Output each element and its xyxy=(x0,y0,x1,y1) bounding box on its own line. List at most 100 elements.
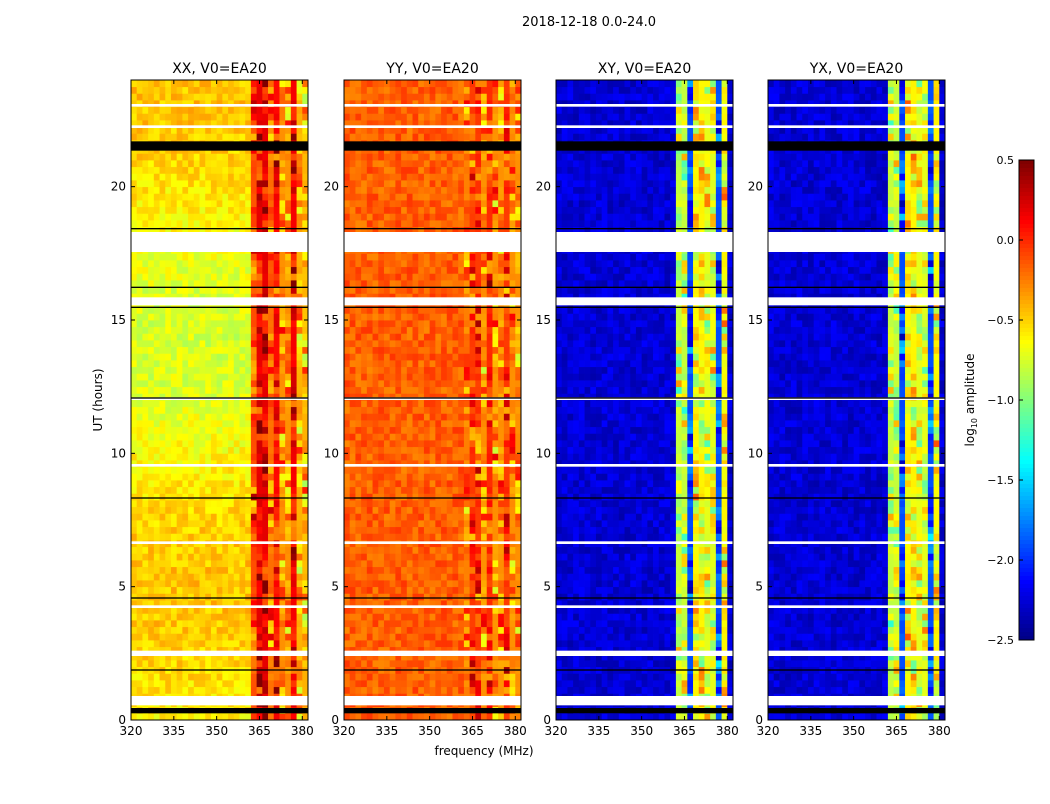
heatmap-cell xyxy=(234,473,240,480)
heatmap-cell xyxy=(234,560,240,567)
heatmap-cell xyxy=(458,440,464,447)
heatmap-cell xyxy=(470,500,476,507)
heatmap-cell xyxy=(510,560,516,567)
heatmap-cell xyxy=(205,173,211,180)
heatmap-cell xyxy=(504,553,510,560)
heatmap-cell xyxy=(390,333,396,340)
heatmap-cell xyxy=(481,573,487,580)
heatmap-cell xyxy=(205,280,211,287)
heatmap-cell xyxy=(344,640,350,647)
heatmap-cell xyxy=(510,547,516,554)
heatmap-cell xyxy=(435,340,441,347)
heatmap-cell xyxy=(481,593,487,600)
heatmap-cell xyxy=(413,713,419,720)
heatmap-cell xyxy=(177,193,183,200)
heatmap-cell xyxy=(344,547,350,554)
y-tick-label: 0 xyxy=(118,713,126,727)
heatmap-cell xyxy=(211,633,217,640)
heatmap-cell xyxy=(262,560,268,567)
heatmap-cell xyxy=(165,593,171,600)
heatmap-cell xyxy=(302,93,308,100)
heatmap-cell xyxy=(297,313,303,320)
heatmap-cell xyxy=(504,447,510,454)
heatmap-cell xyxy=(373,340,379,347)
heatmap-cell xyxy=(217,440,223,447)
heatmap-cell xyxy=(228,340,234,347)
heatmap-cell xyxy=(234,320,240,327)
heatmap-cell xyxy=(245,407,251,414)
heatmap-cell xyxy=(200,633,206,640)
heatmap-cell xyxy=(418,327,424,334)
heatmap-cell xyxy=(205,153,211,160)
heatmap-cell xyxy=(458,673,464,680)
heatmap-cell xyxy=(390,480,396,487)
heatmap-cell xyxy=(251,513,257,520)
heatmap-cell xyxy=(504,527,510,534)
heatmap-cell xyxy=(367,440,373,447)
heatmap-cell xyxy=(285,487,291,494)
heatmap-cell xyxy=(137,380,143,387)
heatmap-cell xyxy=(424,640,430,647)
heatmap-cell xyxy=(424,560,430,567)
heatmap-cell xyxy=(515,567,521,574)
heatmap-cell xyxy=(137,440,143,447)
heatmap-cell xyxy=(510,360,516,367)
heatmap-cell xyxy=(492,687,498,694)
heatmap-cell xyxy=(262,547,268,554)
heatmap-cell xyxy=(510,527,516,534)
heatmap-cell xyxy=(510,633,516,640)
heatmap-cell xyxy=(257,160,263,167)
heatmap-cell xyxy=(297,347,303,354)
heatmap-cell xyxy=(131,420,137,427)
heatmap-cell xyxy=(211,93,217,100)
heatmap-cell xyxy=(239,253,245,260)
heatmap-cell xyxy=(441,560,447,567)
heatmap-cell xyxy=(182,327,188,334)
heatmap-cell xyxy=(137,353,143,360)
heatmap-cell xyxy=(475,327,481,334)
heatmap-cell xyxy=(200,193,206,200)
heatmap-cell xyxy=(171,567,177,574)
heatmap-cell xyxy=(373,360,379,367)
heatmap-cell xyxy=(211,180,217,187)
heatmap-cell xyxy=(447,507,453,514)
heatmap-cell xyxy=(378,407,384,414)
heatmap-cell xyxy=(211,280,217,287)
heatmap-cell xyxy=(367,433,373,440)
heatmap-cell xyxy=(355,440,361,447)
heatmap-cell xyxy=(458,387,464,394)
heatmap-cell xyxy=(239,520,245,527)
heatmap-cell xyxy=(228,387,234,394)
heatmap-cell xyxy=(291,500,297,507)
heatmap-cell xyxy=(234,500,240,507)
heatmap-cell xyxy=(447,467,453,474)
heatmap-cell xyxy=(234,80,240,87)
heatmap-cell xyxy=(435,660,441,667)
heatmap-cell xyxy=(285,420,291,427)
heatmap-cell xyxy=(188,353,194,360)
heatmap-cell xyxy=(142,593,148,600)
heatmap-cell xyxy=(148,587,154,594)
heatmap-cell xyxy=(470,533,476,540)
heatmap-cell xyxy=(211,253,217,260)
heatmap-cell xyxy=(148,453,154,460)
heatmap-cell xyxy=(481,467,487,474)
heatmap-cell xyxy=(395,427,401,434)
heatmap-cell xyxy=(355,420,361,427)
heatmap-cell xyxy=(413,487,419,494)
heatmap-cell xyxy=(239,427,245,434)
heatmap-cell xyxy=(424,420,430,427)
heatmap-cell xyxy=(217,387,223,394)
heatmap-cell xyxy=(228,367,234,374)
heatmap-cell xyxy=(200,587,206,594)
heatmap-cell xyxy=(297,413,303,420)
heatmap-cell xyxy=(378,447,384,454)
heatmap-cell xyxy=(228,480,234,487)
heatmap-cell xyxy=(487,493,493,500)
heatmap-cell xyxy=(373,373,379,380)
heatmap-cell xyxy=(291,313,297,320)
heatmap-cell xyxy=(274,480,280,487)
heatmap-cell xyxy=(194,513,200,520)
heatmap-cell xyxy=(285,593,291,600)
heatmap-cell xyxy=(165,160,171,167)
